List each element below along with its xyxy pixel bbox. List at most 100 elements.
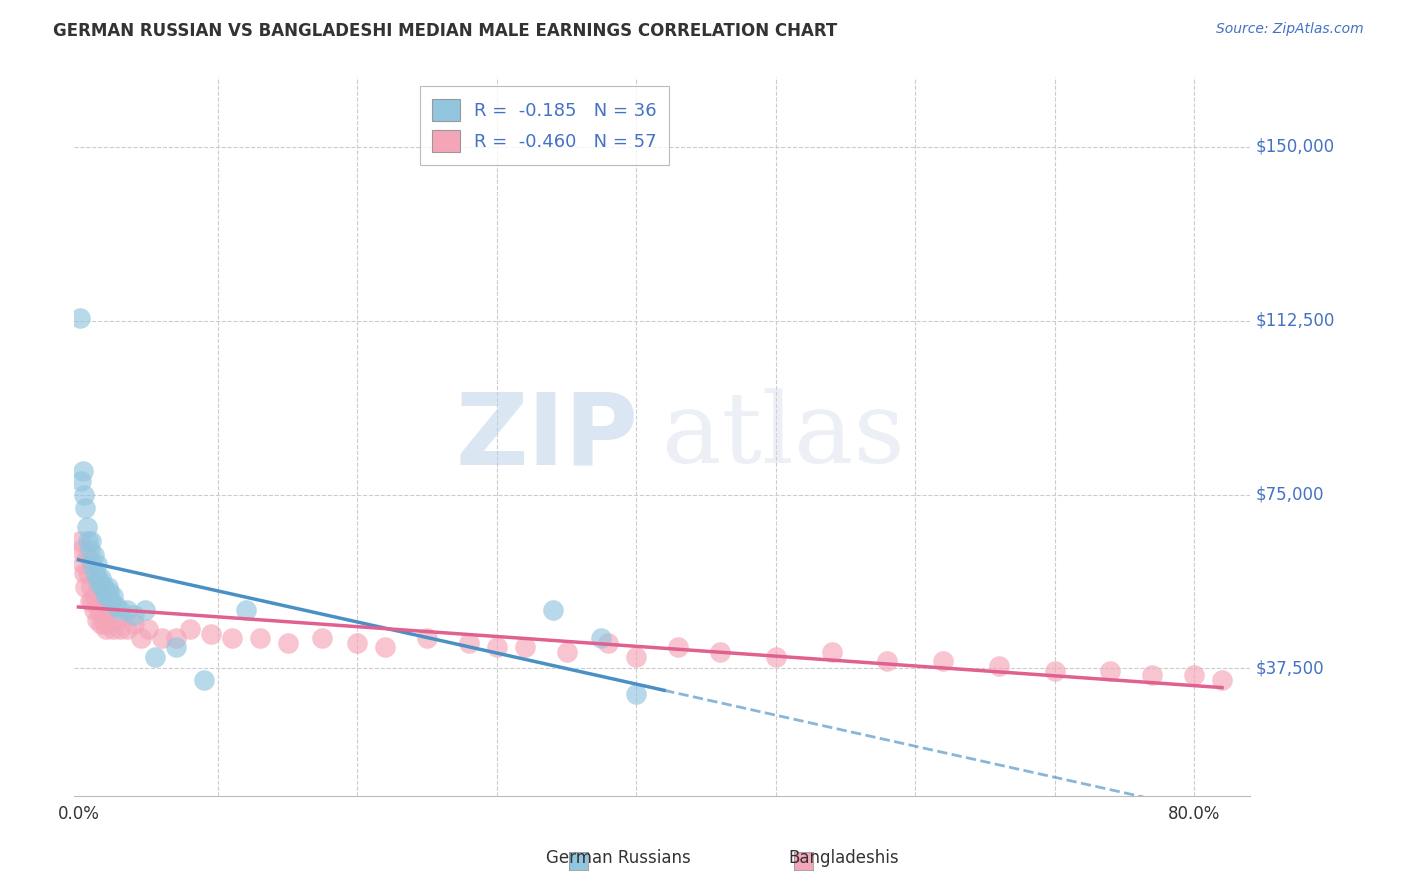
Point [93,613,115,627]
Point [277,636,299,650]
Point [89,603,111,617]
Point [72,557,94,571]
Point [82,557,104,571]
Point [115,603,138,617]
Point [96,622,118,636]
Point [73,566,96,581]
Point [105,599,128,613]
Point [374,640,396,655]
Point [765,649,787,664]
Point [115,622,138,636]
Point [73,487,96,501]
Point [598,636,620,650]
Point [249,631,271,645]
Text: $75,000: $75,000 [1256,485,1324,503]
Point [80,533,103,548]
Point [221,631,243,645]
Text: $150,000: $150,000 [1256,138,1334,156]
Point [513,640,536,655]
Point [87,571,110,585]
Point [122,607,145,622]
Point [76,520,98,534]
Point [1182,668,1205,682]
Legend: R =  -0.185   N = 36, R =  -0.460   N = 57: R = -0.185 N = 36, R = -0.460 N = 57 [420,87,669,165]
Point [626,649,648,664]
Point [72,464,94,478]
Point [876,654,898,668]
Text: Source: ZipAtlas.com: Source: ZipAtlas.com [1216,22,1364,37]
Text: German Russians: German Russians [547,849,690,867]
Point [136,622,159,636]
Point [987,659,1010,673]
Point [94,585,117,599]
Point [80,580,103,594]
Point [193,673,215,687]
Point [86,557,108,571]
Point [90,617,112,632]
Point [79,594,101,608]
Point [820,645,842,659]
Point [110,603,132,617]
Point [103,590,125,604]
Point [416,631,439,645]
Point [90,571,112,585]
Point [134,603,156,617]
Point [110,622,132,636]
Point [84,566,107,581]
Point [311,631,333,645]
Point [91,594,114,608]
Point [98,585,121,599]
Point [75,501,97,516]
Point [346,636,368,650]
Point [97,580,120,594]
Point [485,640,508,655]
Point [93,580,115,594]
Point [122,617,145,632]
Text: atlas: atlas [662,389,905,484]
Point [932,654,955,668]
Point [709,645,731,659]
Text: $112,500: $112,500 [1256,311,1336,330]
Text: GERMAN RUSSIAN VS BANGLADESHI MEDIAN MALE EARNINGS CORRELATION CHART: GERMAN RUSSIAN VS BANGLADESHI MEDIAN MAL… [53,22,838,40]
Point [165,631,187,645]
Point [79,543,101,558]
Point [82,594,104,608]
Point [77,566,100,581]
Text: Bangladeshis: Bangladeshis [789,849,898,867]
Point [1142,668,1164,682]
Point [235,603,257,617]
Point [179,622,201,636]
Point [143,649,166,664]
Point [69,311,91,326]
Point [96,590,118,604]
Point [1099,664,1122,678]
Point [84,590,107,604]
Point [100,594,122,608]
Point [626,687,648,701]
Point [1211,673,1233,687]
Point [591,631,613,645]
Point [70,474,93,488]
Point [87,580,110,594]
Point [98,603,121,617]
Point [1043,664,1066,678]
Point [83,548,105,562]
Point [69,533,91,548]
Point [77,533,100,548]
Point [150,631,173,645]
Point [83,603,105,617]
Point [541,603,564,617]
Point [200,626,222,640]
Point [89,575,111,590]
Point [103,622,125,636]
Point [458,636,481,650]
Point [75,580,97,594]
Point [129,631,152,645]
Point [91,580,114,594]
Point [94,617,117,632]
Point [70,543,93,558]
Point [86,613,108,627]
Point [107,613,129,627]
Point [666,640,689,655]
Text: $37,500: $37,500 [1256,659,1324,677]
